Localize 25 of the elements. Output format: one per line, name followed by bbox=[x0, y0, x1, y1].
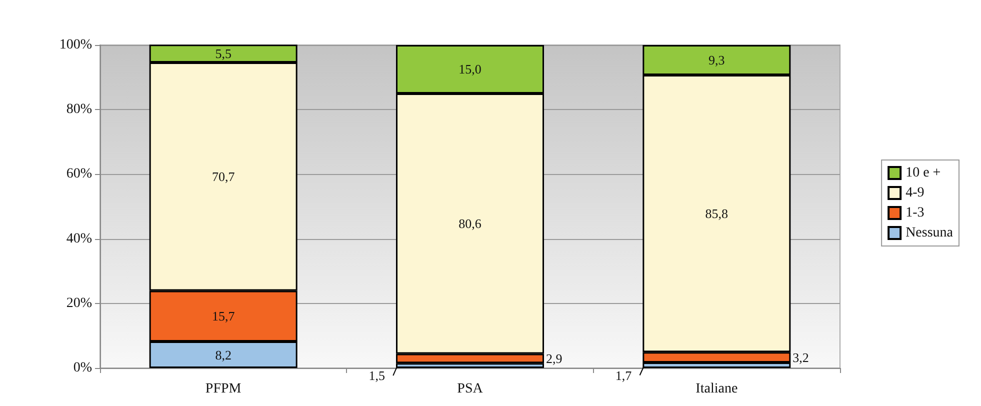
y-tick-label: 20% bbox=[66, 296, 92, 311]
data-label: 15,0 bbox=[458, 62, 482, 77]
data-label: 2,9 bbox=[546, 350, 562, 366]
x-tick-label: PFPM bbox=[205, 382, 242, 396]
data-label: 85,8 bbox=[705, 206, 728, 222]
y-tick-label: 60% bbox=[66, 166, 92, 182]
y-tick-label: 80% bbox=[66, 102, 92, 118]
data-label: 70,7 bbox=[212, 169, 236, 184]
legend-label: 10 e + bbox=[906, 166, 941, 180]
data-label: 80,6 bbox=[458, 216, 482, 232]
y-tick-label: 40% bbox=[66, 231, 92, 246]
y-tick-label: 0% bbox=[73, 360, 92, 376]
data-label: 1,5 bbox=[368, 368, 385, 384]
data-label: 9,3 bbox=[708, 52, 725, 68]
x-tick-label: Italiane bbox=[696, 382, 738, 396]
legend-label: 1-3 bbox=[906, 206, 924, 220]
x-tick-label: PSA bbox=[457, 382, 484, 396]
legend-label: 4-9 bbox=[906, 186, 924, 200]
data-label: 1,7 bbox=[615, 368, 632, 383]
data-label: 3,2 bbox=[792, 350, 809, 365]
legend-label: Nessuna bbox=[906, 226, 954, 240]
data-label: 5,5 bbox=[215, 46, 232, 62]
data-label: 15,7 bbox=[212, 308, 236, 324]
y-tick-label: 100% bbox=[59, 38, 92, 52]
data-label: 8,2 bbox=[215, 347, 232, 362]
